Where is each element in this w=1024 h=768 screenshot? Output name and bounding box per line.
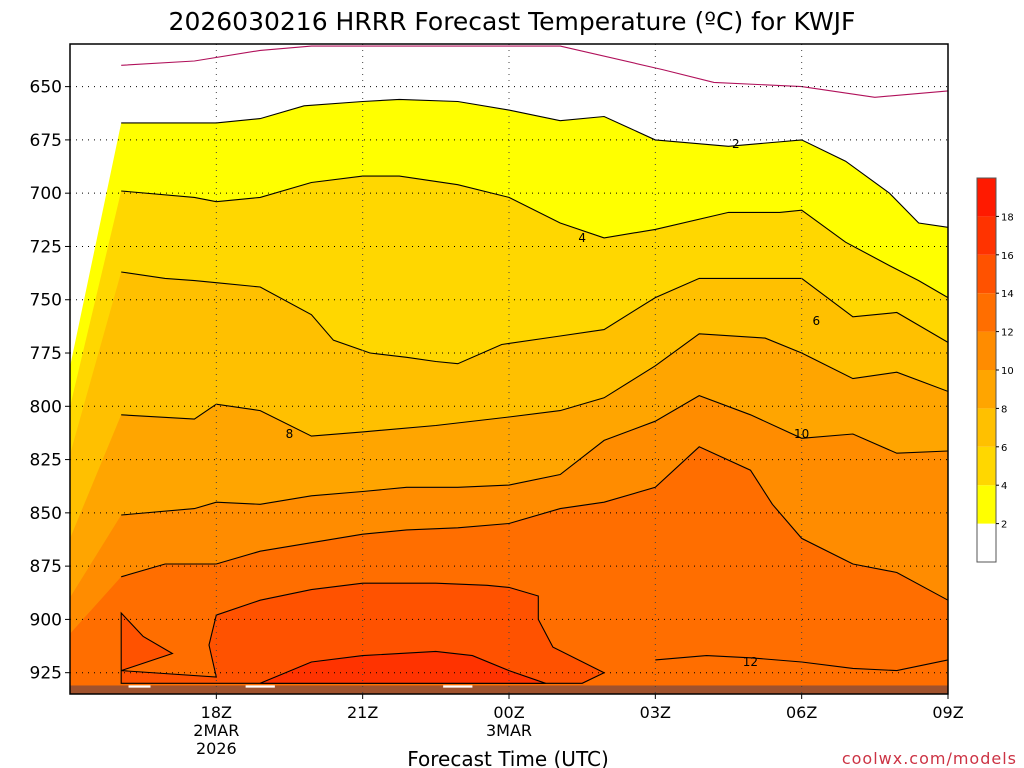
x-tick-label-3MAR: 3MAR xyxy=(486,721,532,740)
colorbar-label-10: 10 xyxy=(1001,366,1014,377)
x-tick-label-00Z: 00Z xyxy=(493,703,524,722)
colorbar-label-4: 4 xyxy=(1001,481,1007,492)
colorbar-label-12: 12 xyxy=(1001,328,1014,339)
y-tick-label-700: 700 xyxy=(30,184,62,204)
x-tick-label-09Z: 09Z xyxy=(932,703,963,722)
x-axis-title: Forecast Time (UTC) xyxy=(407,747,609,768)
colorbar-segment-7 xyxy=(977,254,996,294)
contour-label-12: 12 xyxy=(743,655,758,669)
contour-label-8: 8 xyxy=(286,427,294,441)
y-tick-label-800: 800 xyxy=(30,397,62,417)
contour-label-4: 4 xyxy=(578,231,586,245)
contour-line-2 xyxy=(121,98,948,228)
chart-title: 2026030216 HRRR Forecast Temperature (ºC… xyxy=(169,7,856,36)
warm-core-band-0 xyxy=(120,582,606,684)
colorbar-segment-1 xyxy=(977,485,996,524)
warm-core-band-1 xyxy=(259,650,546,684)
y-tick-label-825: 825 xyxy=(30,451,62,471)
terrain-strip xyxy=(70,685,948,694)
colorbar-segment-5 xyxy=(977,331,996,370)
contour-line-12 xyxy=(121,446,948,601)
colorbar-label-8: 8 xyxy=(1001,404,1007,415)
y-tick-label-650: 650 xyxy=(30,78,62,98)
x-tick-label-18Z: 18Z xyxy=(201,703,232,722)
colorbar-segment-4 xyxy=(977,370,996,409)
colorbar-segment-3 xyxy=(977,408,996,447)
x-tick-label-2MAR: 2MAR xyxy=(193,721,239,740)
watermark: coolwx.com/models xyxy=(842,749,1017,768)
colorbar-label-14: 14 xyxy=(1001,289,1014,300)
y-tick-label-675: 675 xyxy=(30,131,62,151)
x-tick-label-21Z: 21Z xyxy=(347,703,378,722)
y-tick-label-875: 875 xyxy=(30,557,62,577)
y-tick-label-750: 750 xyxy=(30,291,62,311)
y-tick-label-725: 725 xyxy=(30,237,62,257)
contour-line-10 xyxy=(121,394,948,516)
x-tick-label-2026: 2026 xyxy=(196,739,237,758)
y-tick-label-775: 775 xyxy=(30,344,62,364)
colorbar-label-16: 16 xyxy=(1001,251,1014,262)
colorbar-segment-9 xyxy=(977,178,996,217)
x-tick-label-06Z: 06Z xyxy=(786,703,817,722)
contour-line-6 xyxy=(121,271,948,365)
contour-label-6: 6 xyxy=(812,314,820,328)
contour-line-0 xyxy=(121,45,948,98)
contour-line-4 xyxy=(121,175,948,299)
x-tick-label-03Z: 03Z xyxy=(640,703,671,722)
contour-line-8 xyxy=(121,333,948,437)
y-tick-label-925: 925 xyxy=(30,664,62,684)
contour-label-10: 10 xyxy=(794,427,809,441)
colorbar-label-6: 6 xyxy=(1001,443,1007,454)
plot-area: 2 4 6 8 10 12 xyxy=(70,44,948,694)
contour-label-2: 2 xyxy=(732,137,740,151)
colorbar-label-2: 2 xyxy=(1001,520,1007,531)
y-tick-label-850: 850 xyxy=(30,504,62,524)
colorbar-segment-2 xyxy=(977,446,996,486)
y-tick-label-900: 900 xyxy=(30,610,62,630)
colorbar-label-18: 18 xyxy=(1001,212,1014,223)
colorbar-segment-8 xyxy=(977,216,996,255)
colorbar-segment-6 xyxy=(977,293,996,332)
colorbar-segment-0 xyxy=(977,523,996,562)
